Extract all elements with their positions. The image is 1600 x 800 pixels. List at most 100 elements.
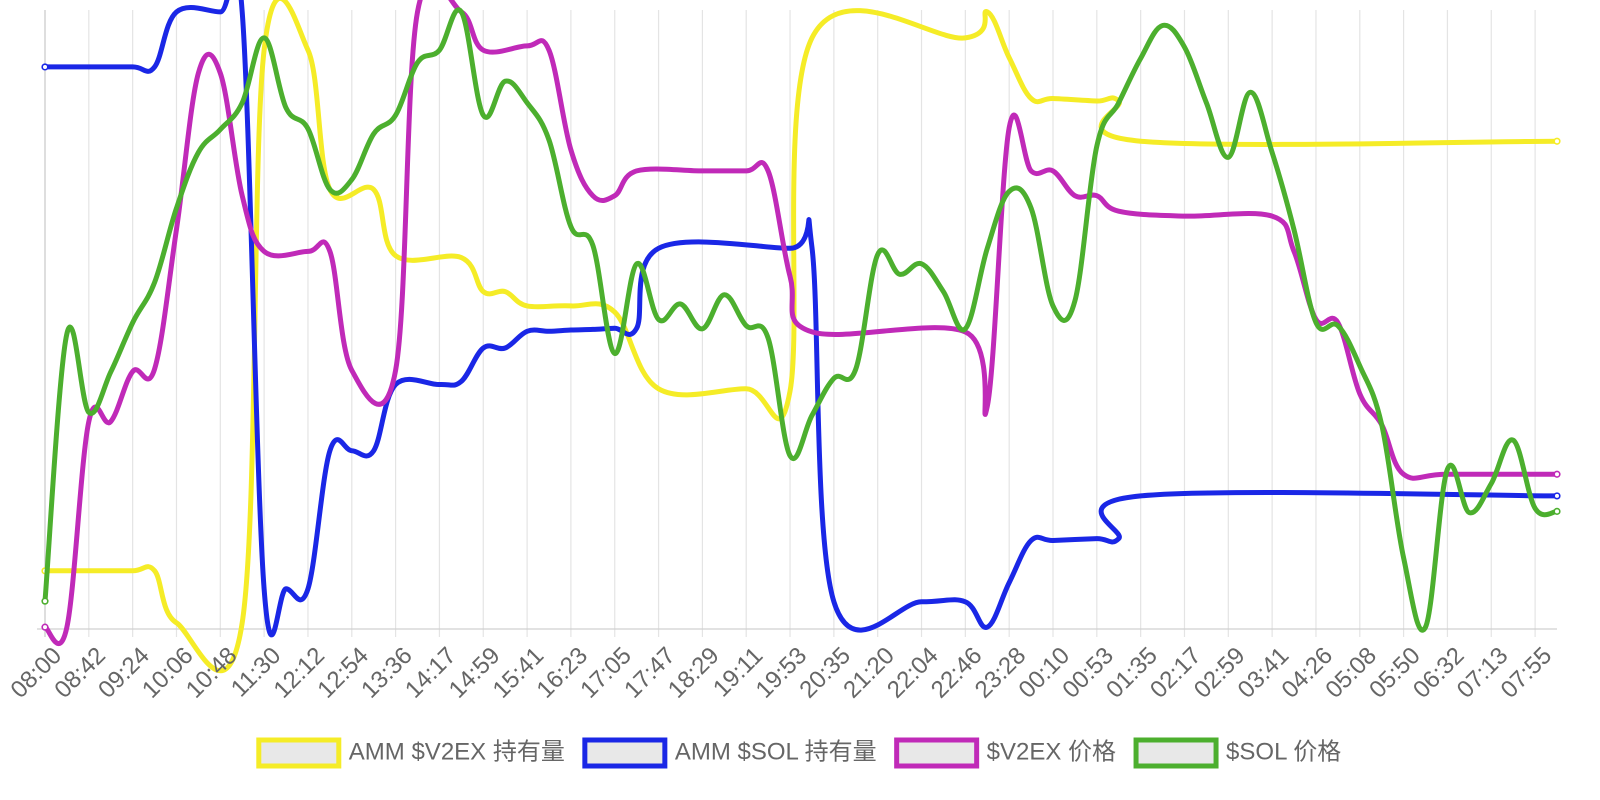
- data-point: [1553, 470, 1561, 478]
- data-point: [612, 309, 617, 315]
- data-point: [393, 368, 398, 373]
- data-point: [349, 177, 354, 182]
- data-point: [1116, 100, 1121, 106]
- data-point: [393, 113, 398, 118]
- data-point: [853, 366, 858, 372]
- data-point: [1050, 303, 1056, 309]
- data-point: [415, 60, 420, 65]
- data-point: [1291, 227, 1297, 232]
- data-point: [1401, 555, 1406, 561]
- data-point: [1291, 249, 1297, 254]
- data-point: [86, 568, 92, 574]
- data-point: [174, 9, 179, 15]
- data-point: [1401, 472, 1406, 477]
- data-point: [371, 131, 376, 136]
- data-point: [196, 70, 201, 76]
- data-point: [152, 64, 157, 70]
- data-point: [1553, 137, 1561, 145]
- legend-item[interactable]: $SOL 价格: [1133, 737, 1341, 769]
- series-1: [41, 0, 1561, 674]
- data-point: [1072, 298, 1078, 304]
- data-point: [831, 376, 837, 381]
- data-point: [481, 48, 486, 53]
- data-point: [1006, 125, 1012, 130]
- data-point: [1379, 422, 1384, 427]
- data-point: [1028, 168, 1034, 174]
- data-point: [130, 320, 135, 325]
- data-point: [656, 246, 661, 251]
- data-point: [86, 410, 92, 415]
- data-point: [1028, 96, 1034, 101]
- data-point: [809, 413, 815, 418]
- data-point: [152, 568, 157, 574]
- legend-swatch: [894, 737, 980, 769]
- data-point: [919, 599, 924, 604]
- data-point: [897, 272, 902, 277]
- data-point: [240, 620, 245, 626]
- data-point: [568, 327, 574, 333]
- data-point: [1072, 193, 1078, 198]
- series-line: [42, 0, 1560, 674]
- data-point: [568, 303, 574, 309]
- data-point: [1138, 56, 1143, 61]
- data-point: [787, 246, 793, 251]
- data-point: [437, 48, 442, 53]
- data-point: [130, 369, 135, 374]
- data-point: [327, 187, 333, 192]
- data-point: [963, 35, 968, 41]
- data-point: [305, 126, 311, 132]
- data-point: [459, 379, 464, 384]
- data-point: [1182, 44, 1187, 50]
- data-point: [612, 193, 617, 198]
- data-point: [218, 9, 223, 15]
- data-point: [1138, 139, 1143, 144]
- legend[interactable]: AMM $V2EX 持有量 AMM $SOL 持有量 $V2EX 价格 $SOL 价格: [256, 737, 1341, 769]
- data-point: [1248, 90, 1253, 95]
- legend-swatch: [582, 737, 668, 769]
- data-point: [919, 261, 924, 266]
- data-point: [809, 245, 815, 250]
- data-point: [985, 246, 990, 251]
- data-point: [41, 63, 49, 71]
- data-point: [678, 301, 683, 307]
- data-point: [1313, 320, 1319, 325]
- data-point: [240, 193, 245, 198]
- data-point: [240, 9, 245, 15]
- data-point: [349, 368, 354, 373]
- data-point: [524, 303, 530, 309]
- data-point: [283, 105, 289, 111]
- legend-item[interactable]: AMM $V2EX 持有量: [256, 737, 565, 769]
- data-point: [809, 35, 815, 41]
- data-point: [765, 168, 771, 174]
- data-point: [1050, 538, 1056, 543]
- data-point: [261, 249, 267, 254]
- data-point: [590, 327, 596, 332]
- data-point: [612, 325, 617, 331]
- data-point: [1335, 323, 1341, 328]
- x-tick-label: 18:29: [663, 642, 725, 704]
- data-point: [985, 9, 990, 15]
- legend-item[interactable]: AMM $SOL 持有量: [582, 737, 877, 769]
- data-point: [568, 224, 574, 229]
- data-point: [1138, 493, 1143, 499]
- data-point: [1182, 213, 1187, 219]
- data-point: [152, 280, 157, 285]
- data-point: [502, 78, 508, 84]
- data-point: [1357, 363, 1362, 369]
- data-point: [1423, 624, 1428, 630]
- data-point: [963, 599, 968, 604]
- data-point: [240, 100, 245, 106]
- data-point: [86, 64, 92, 70]
- data-point: [1532, 506, 1538, 511]
- data-point: [305, 249, 311, 254]
- legend-item[interactable]: $V2EX 价格: [894, 737, 1116, 769]
- data-point: [634, 325, 639, 331]
- data-point: [502, 345, 508, 351]
- legend-label: $SOL 价格: [1226, 738, 1341, 765]
- data-point: [546, 137, 552, 143]
- data-point: [765, 335, 771, 341]
- data-point: [1094, 143, 1100, 149]
- data-point: [1116, 536, 1121, 541]
- x-tick-label: 10:48: [181, 642, 243, 704]
